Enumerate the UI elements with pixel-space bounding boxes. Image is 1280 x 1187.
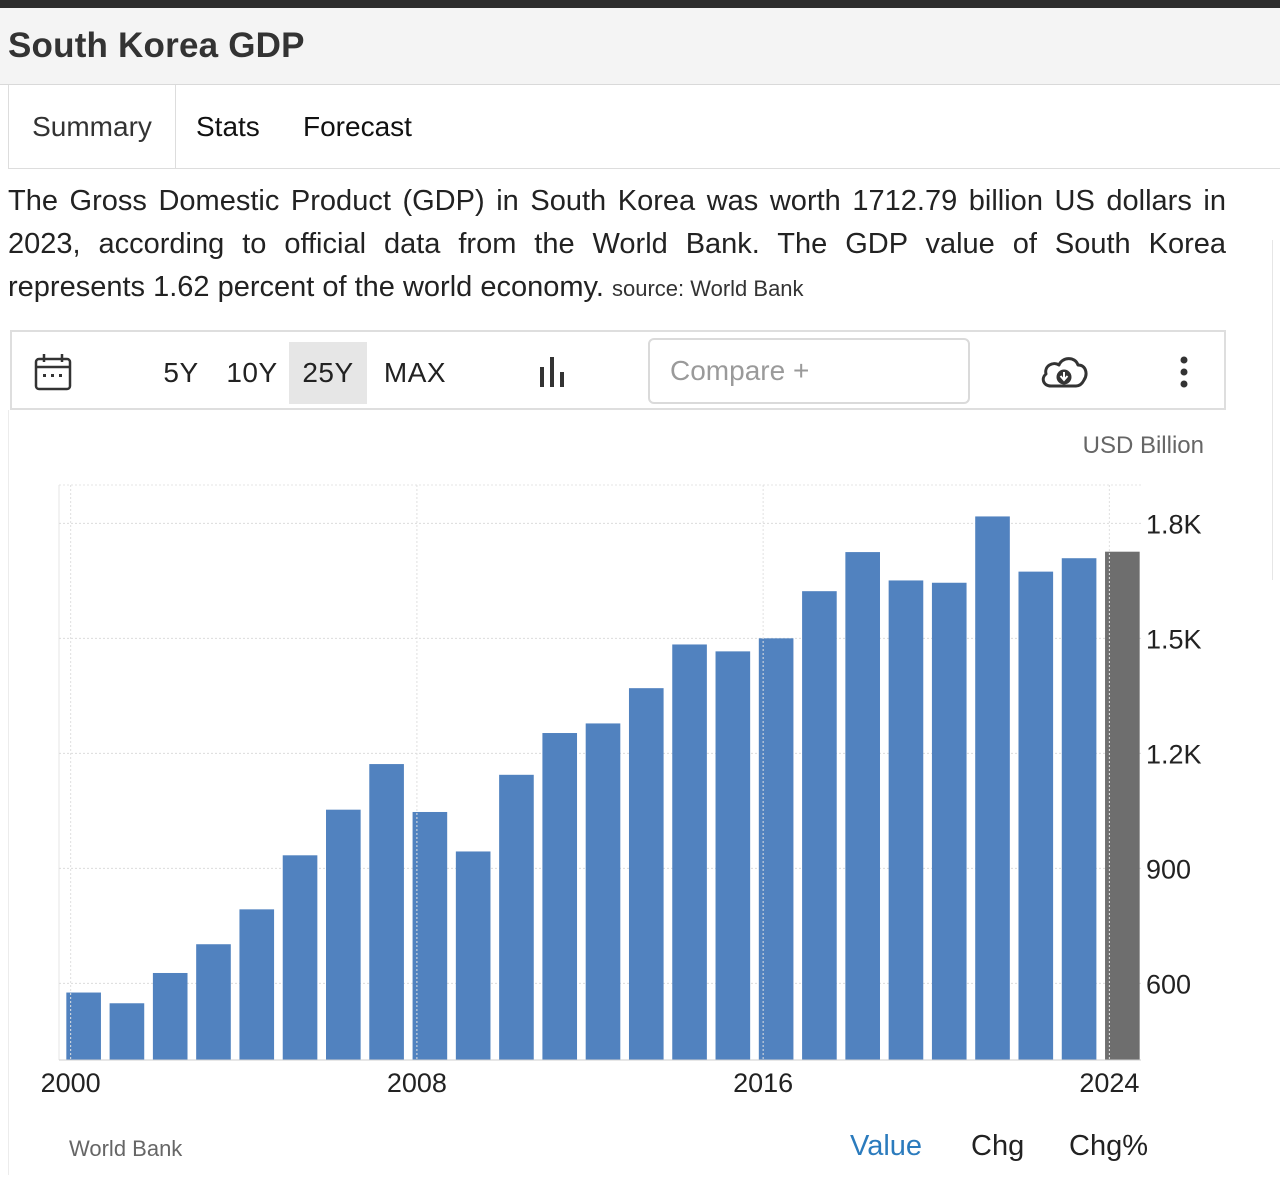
- y-tick-label: 1.5K: [1146, 624, 1202, 654]
- bar-2004: [239, 909, 275, 1060]
- source-label: source: World Bank: [611, 276, 804, 301]
- bar-2003: [196, 944, 231, 1060]
- bar-2000: [66, 992, 101, 1060]
- range-max-button[interactable]: MAX: [383, 357, 447, 388]
- bar-2007: [369, 764, 404, 1060]
- bar-2006: [326, 809, 361, 1060]
- calendar-icon[interactable]: [34, 352, 72, 392]
- tab-forecast[interactable]: Forecast: [303, 111, 412, 142]
- bar-2023: [1061, 558, 1097, 1060]
- bar-2012: [585, 723, 621, 1060]
- unit-label: USD Billion: [1082, 432, 1204, 459]
- bar-2018: [845, 552, 880, 1060]
- tab-stats[interactable]: Stats: [196, 111, 260, 142]
- range-25y-button[interactable]: 25Y: [289, 342, 367, 404]
- bar-chart-icon[interactable]: [538, 355, 568, 387]
- y-tick-label: 1.2K: [1146, 739, 1202, 769]
- x-tick-label: 2016: [733, 1068, 793, 1098]
- bar-2011: [542, 733, 578, 1060]
- bar-2013: [628, 688, 664, 1060]
- bar-2002: [152, 972, 188, 1060]
- compare-input[interactable]: Compare +: [648, 338, 970, 404]
- chart-credit: World Bank: [69, 1136, 183, 1161]
- mode-chg-button[interactable]: Chg: [971, 1130, 1025, 1162]
- bar-2019: [888, 580, 924, 1060]
- bar-2010: [499, 774, 534, 1060]
- x-tick-label: 2008: [387, 1068, 447, 1098]
- bar-2015: [715, 651, 751, 1060]
- bar-2022: [1018, 571, 1054, 1060]
- more-vertical-icon[interactable]: [1174, 354, 1194, 390]
- x-tick-label: 2000: [41, 1068, 101, 1098]
- y-tick-label: 900: [1146, 854, 1191, 884]
- chart-toolbar: 5Y 10Y 25Y MAX Compare +: [10, 330, 1226, 410]
- page-header: South Korea GDP: [0, 8, 1280, 85]
- top-bar: [0, 0, 1280, 8]
- bar-2020: [931, 582, 967, 1060]
- tab-summary[interactable]: Summary: [9, 85, 176, 168]
- y-tick-label: 1.8K: [1146, 509, 1202, 539]
- bar-2021: [975, 516, 1010, 1060]
- description-text: The Gross Domestic Product (GDP) in Sout…: [8, 185, 1226, 303]
- bar-2005: [282, 855, 318, 1060]
- bar-2017: [802, 591, 837, 1060]
- mode-value-button[interactable]: Value: [850, 1130, 923, 1162]
- bar-2008: [412, 811, 448, 1060]
- gdp-bar-chart: 600 900 1.2K 1.5K 1.8K 2000 2008 2016 2024: [41, 484, 1202, 1098]
- y-tick-label: 600: [1146, 969, 1191, 999]
- chart-area: USD Billion 600 900 1.2K 1.5K 1.8K 2000 2008 20…: [8, 410, 1226, 1175]
- bar-2016: [758, 638, 794, 1060]
- range-10y-button[interactable]: 10Y: [226, 357, 278, 388]
- bar-2014: [672, 644, 707, 1060]
- description: The Gross Domestic Product (GDP) in Sout…: [8, 180, 1226, 310]
- tab-bar: Summary Stats Forecast: [8, 85, 1280, 169]
- x-tick-label: 2024: [1079, 1068, 1139, 1098]
- bar-2001: [109, 1003, 145, 1060]
- mode-chg-percent-button[interactable]: Chg%: [1069, 1130, 1148, 1162]
- bar-2009: [455, 851, 491, 1060]
- page-title: South Korea GDP: [8, 26, 305, 65]
- cloud-download-icon[interactable]: [1038, 350, 1090, 394]
- bar-2024: [1105, 551, 1140, 1060]
- range-5y-button[interactable]: 5Y: [163, 357, 199, 388]
- page-edge-divider: [1272, 240, 1280, 580]
